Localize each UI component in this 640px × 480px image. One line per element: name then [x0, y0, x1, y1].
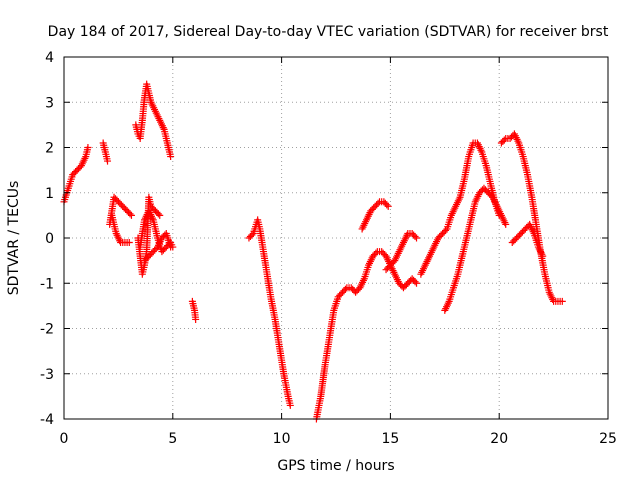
grid-lines	[64, 57, 608, 419]
data-point	[383, 201, 391, 209]
data-point	[126, 210, 134, 218]
data-point	[84, 144, 92, 151]
y-tick-labels: 4 3 2 1 0 -1 -2 -3 -4	[40, 50, 54, 428]
data-point	[539, 252, 547, 260]
x-tick-label: 25	[599, 431, 617, 447]
data-point	[502, 220, 510, 228]
data-point	[248, 231, 256, 239]
y-tick-label: -3	[40, 367, 54, 383]
data-point	[167, 153, 175, 161]
x-tick-label: 15	[381, 431, 399, 447]
data-point	[167, 243, 175, 251]
data-point	[286, 401, 294, 409]
x-tick-labels: 0 5 10 15 20 25	[60, 431, 617, 447]
data-point	[156, 211, 164, 219]
x-tick-label: 10	[273, 431, 291, 447]
x-axis-label: GPS time / hours	[277, 458, 394, 474]
y-tick-label: 2	[45, 141, 54, 157]
data-point	[413, 279, 421, 287]
data-point	[558, 297, 566, 305]
chart-title: Day 184 of 2017, Sidereal Day-to-day VTE…	[48, 24, 609, 40]
data-point	[411, 232, 419, 240]
y-tick-label: 0	[45, 231, 54, 247]
y-tick-label: -2	[40, 322, 54, 338]
data-point	[341, 285, 349, 293]
data-point	[104, 157, 112, 165]
x-tick-label: 5	[168, 431, 177, 447]
data-point	[384, 202, 392, 210]
data-point	[192, 315, 200, 323]
data-point	[372, 249, 380, 257]
y-tick-label: -1	[40, 276, 54, 292]
y-tick-label: 3	[45, 95, 54, 111]
data-point	[411, 278, 419, 286]
y-tick-label: -4	[40, 412, 54, 428]
data-points	[60, 80, 566, 423]
data-point	[154, 210, 162, 218]
x-tick-label: 20	[490, 431, 508, 447]
axis-ticks	[63, 56, 609, 420]
y-axis-label: SDTVAR / TECUs	[6, 181, 22, 296]
y-tick-label: 1	[45, 186, 54, 202]
data-point	[442, 226, 450, 234]
y-tick-label: 4	[45, 50, 54, 66]
data-point	[127, 211, 135, 219]
x-tick-label: 0	[60, 431, 69, 447]
data-point	[374, 199, 382, 207]
data-point	[125, 239, 133, 247]
data-point	[413, 234, 421, 242]
data-point	[500, 136, 508, 144]
